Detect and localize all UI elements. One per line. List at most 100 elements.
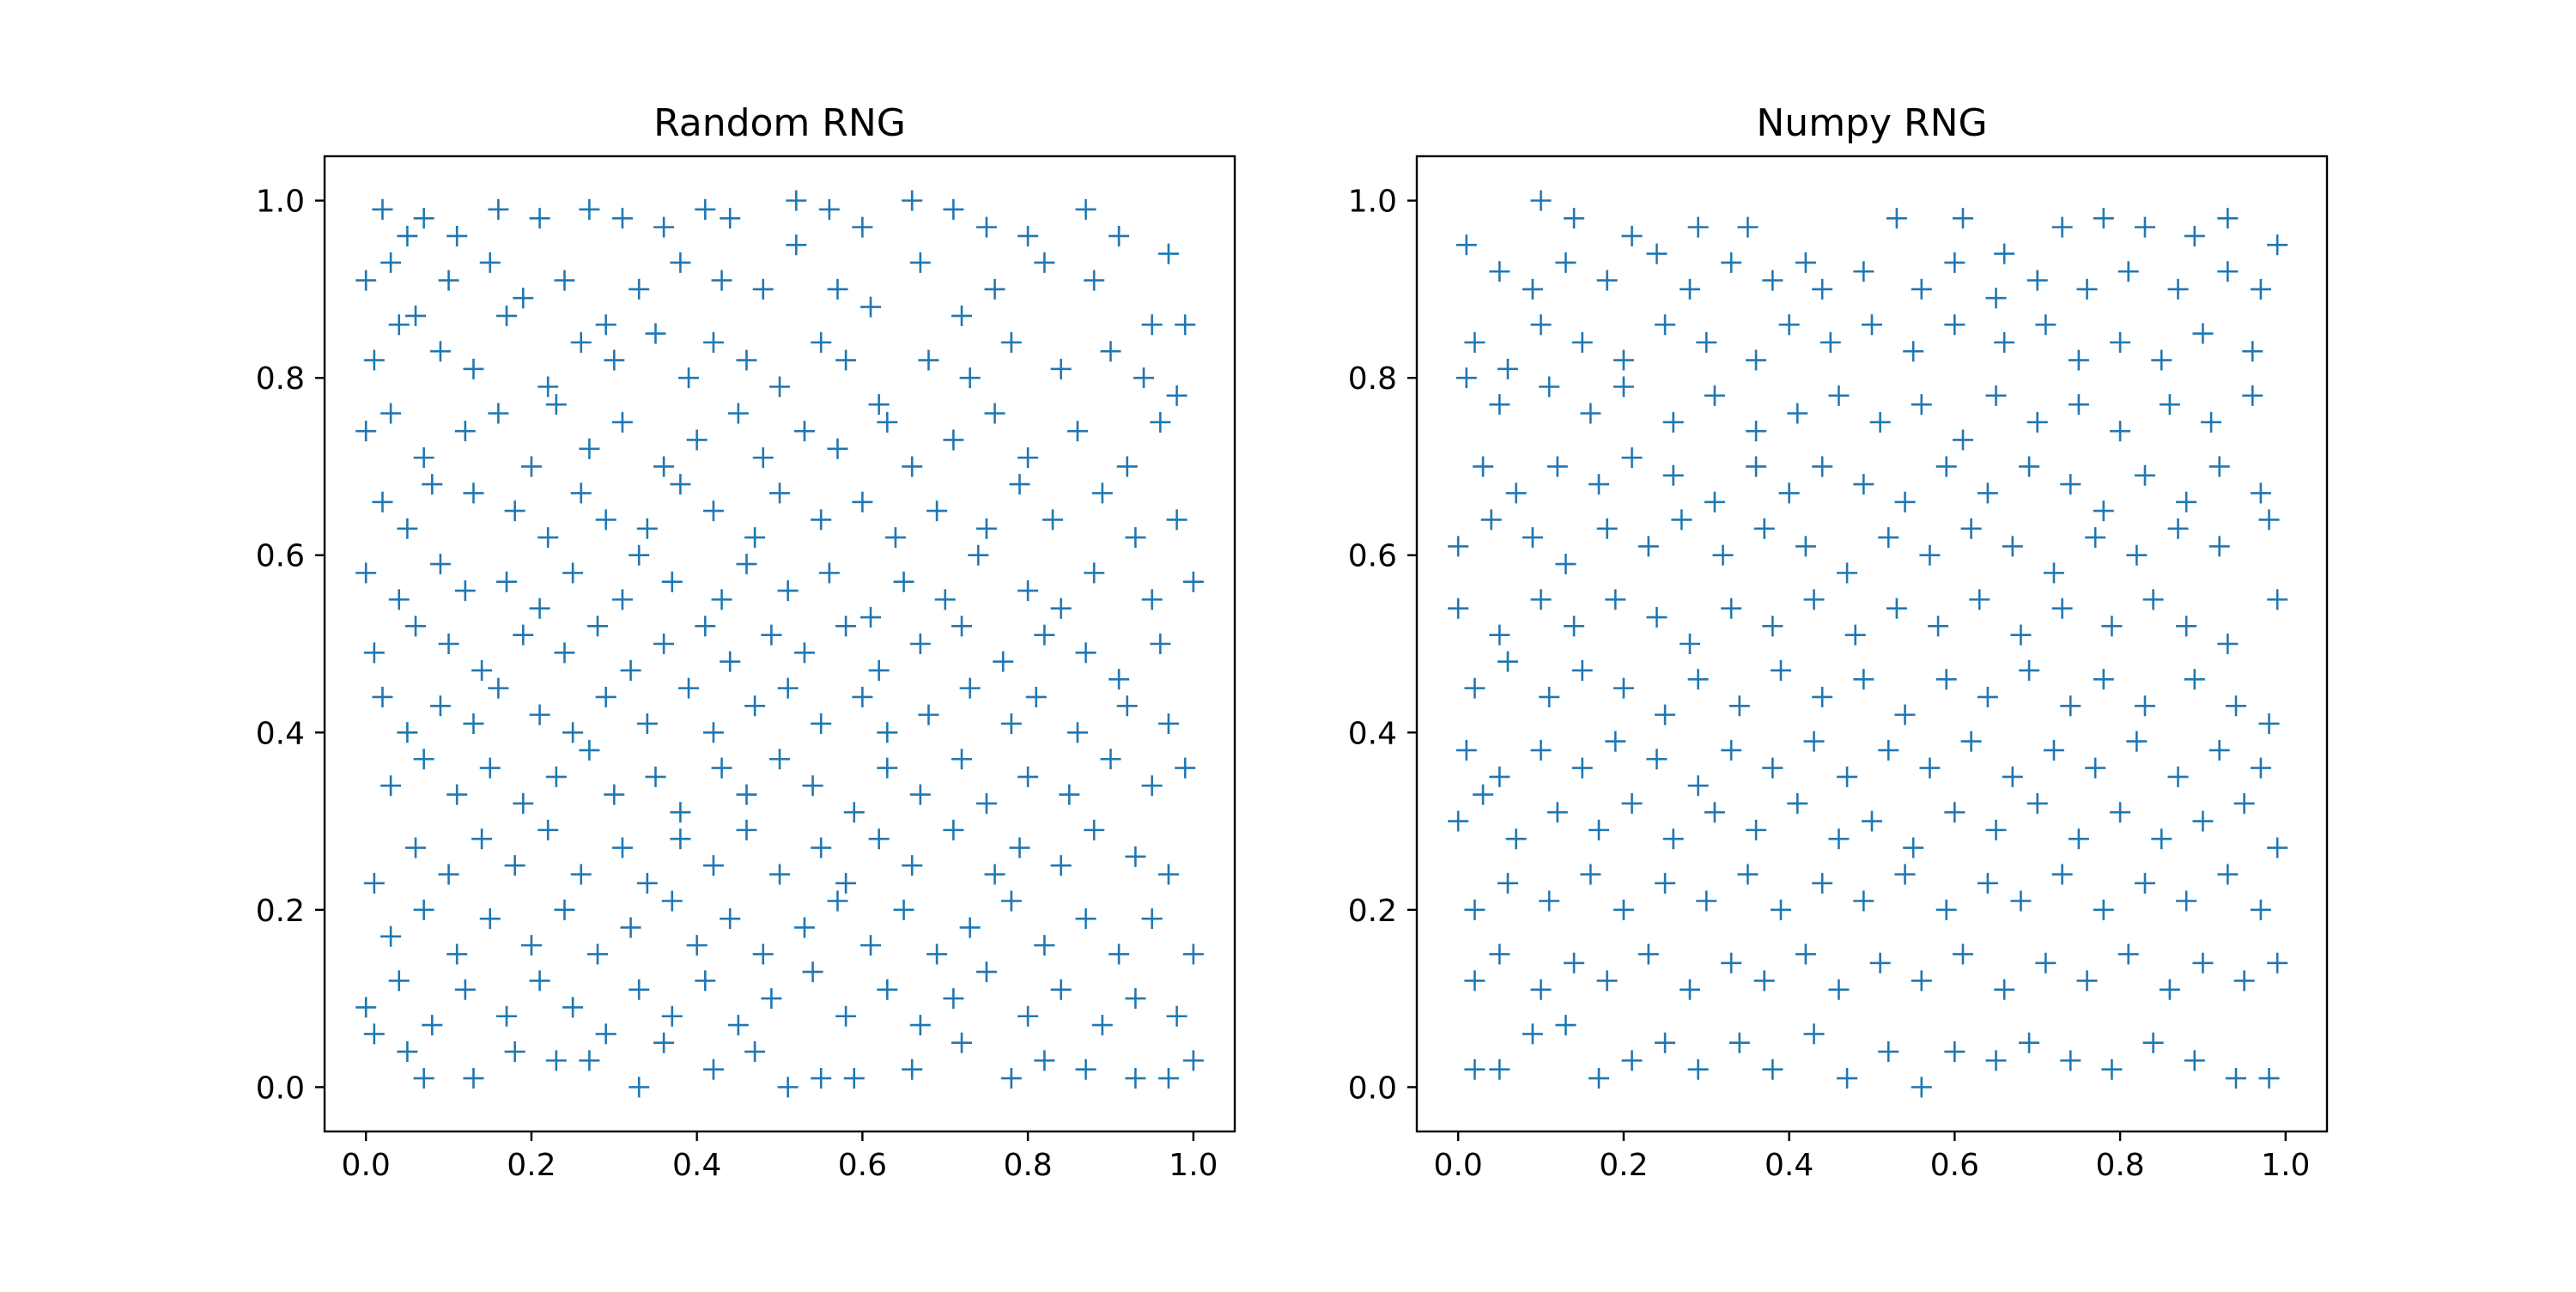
scatter-point: [1862, 314, 1882, 336]
scatter-point: [2010, 890, 2032, 912]
scatter-point: [1075, 198, 1097, 220]
scatter-panel-random-rng: Random RNG 0.0 0.2 0.4 0.6 0.8 1.00.00.20.40.…: [256, 101, 1236, 1183]
scatter-point: [868, 828, 890, 850]
scatter-point: [488, 677, 509, 699]
scatter-point: [429, 554, 451, 575]
scatter-point: [397, 225, 418, 246]
scatter-point: [397, 722, 418, 743]
scatter-point: [1596, 518, 1618, 539]
scatter-point: [1175, 314, 1196, 336]
scatter-point: [835, 616, 857, 637]
scatter-point: [397, 1041, 418, 1063]
scatter-point: [1157, 864, 1179, 885]
scatter-point: [587, 943, 608, 965]
scatter-point: [811, 713, 832, 734]
scatter-point: [1133, 367, 1154, 389]
scatter-point: [388, 589, 410, 610]
scatter-point: [951, 1032, 972, 1053]
scatter-point: [744, 1041, 766, 1063]
scatter-point: [496, 1005, 517, 1027]
scatter-point: [1564, 616, 1585, 637]
scatter-point: [2217, 634, 2239, 654]
scatter-point: [711, 270, 732, 291]
scatter-point: [1084, 562, 1105, 584]
scatter-point: [372, 491, 393, 513]
scatter-point: [744, 695, 766, 717]
scatter-point: [429, 695, 451, 717]
scatter-point: [1969, 589, 1990, 610]
scatter-point: [1878, 1041, 1899, 1063]
scatter-point: [629, 544, 650, 566]
scatter-point: [2135, 695, 2155, 717]
scatter-point: [363, 349, 385, 371]
scatter-point: [1985, 1050, 2007, 1071]
scatter-point: [1125, 988, 1146, 1010]
scatter-point: [2019, 659, 2040, 681]
scatter-point: [918, 704, 939, 725]
scatter-point: [902, 1058, 923, 1080]
scatter-point: [2258, 509, 2280, 531]
scatter-point: [1671, 509, 1692, 531]
scatter-point: [1828, 385, 1850, 406]
scatter-point: [1655, 314, 1676, 336]
scatter-point: [1903, 341, 1924, 362]
scatter-point: [1803, 731, 1825, 752]
scatter-point: [1000, 1068, 1022, 1089]
scatter-point: [388, 970, 410, 992]
scatter-point: [1522, 278, 1543, 300]
scatter-point: [1795, 252, 1816, 273]
scatter-point: [1928, 616, 1949, 637]
scatter-point: [1812, 686, 1833, 707]
scatter-point: [1911, 278, 1932, 300]
scatter-point: [595, 509, 617, 531]
scatter-point: [1539, 890, 1560, 912]
scatter-point: [702, 500, 724, 522]
scatter-point: [1911, 1077, 1932, 1098]
scatter-point: [620, 659, 641, 681]
scatter-point: [579, 198, 600, 220]
scatter-point: [1489, 624, 1510, 646]
scatter-point: [1886, 208, 1907, 229]
scatter-point: [447, 784, 468, 805]
scatter-point: [2142, 589, 2164, 610]
scatter-point: [2233, 792, 2255, 814]
scatter-point: [1977, 482, 1998, 504]
scatter-point: [918, 349, 939, 371]
scatter-point: [611, 208, 633, 229]
scatter-point: [388, 314, 410, 336]
scatter-point: [793, 917, 815, 938]
scatter-point: [1994, 979, 2015, 1000]
scatter-point: [2010, 624, 2032, 646]
scatter-point: [670, 474, 691, 495]
scatter-point: [777, 580, 799, 602]
scatter-point: [702, 722, 724, 743]
scatter-point: [1853, 890, 1874, 912]
x-tick-label: 0.2: [507, 1148, 556, 1183]
scatter-point: [2258, 713, 2280, 734]
scatter-point: [1025, 686, 1047, 707]
scatter-point: [2159, 394, 2180, 416]
scatter-point: [1498, 358, 1518, 379]
scatter-point: [2002, 766, 2023, 787]
scatter-point: [2167, 518, 2189, 539]
scatter-point: [611, 837, 633, 858]
scatter-point: [562, 562, 584, 584]
scatter-point: [1795, 943, 1816, 965]
scatter-point: [1182, 943, 1204, 965]
scatter-point: [818, 198, 840, 220]
scatter-point: [2142, 1032, 2164, 1053]
scatter-point: [1903, 837, 1924, 858]
scatter-point: [877, 722, 898, 743]
scatter-point: [2019, 456, 2040, 477]
scatter-point: [520, 456, 542, 477]
panel-title: Numpy RNG: [1756, 101, 1987, 145]
scatter-point: [1141, 314, 1163, 336]
scatter-point: [752, 447, 774, 469]
scatter-point: [678, 677, 699, 699]
scatter-point: [2035, 314, 2057, 336]
scatter-point: [711, 589, 732, 610]
scatter-point: [438, 634, 459, 654]
scatter-point: [2176, 491, 2197, 513]
scatter-point: [1944, 314, 1965, 336]
scatter-point: [1655, 1032, 1676, 1053]
